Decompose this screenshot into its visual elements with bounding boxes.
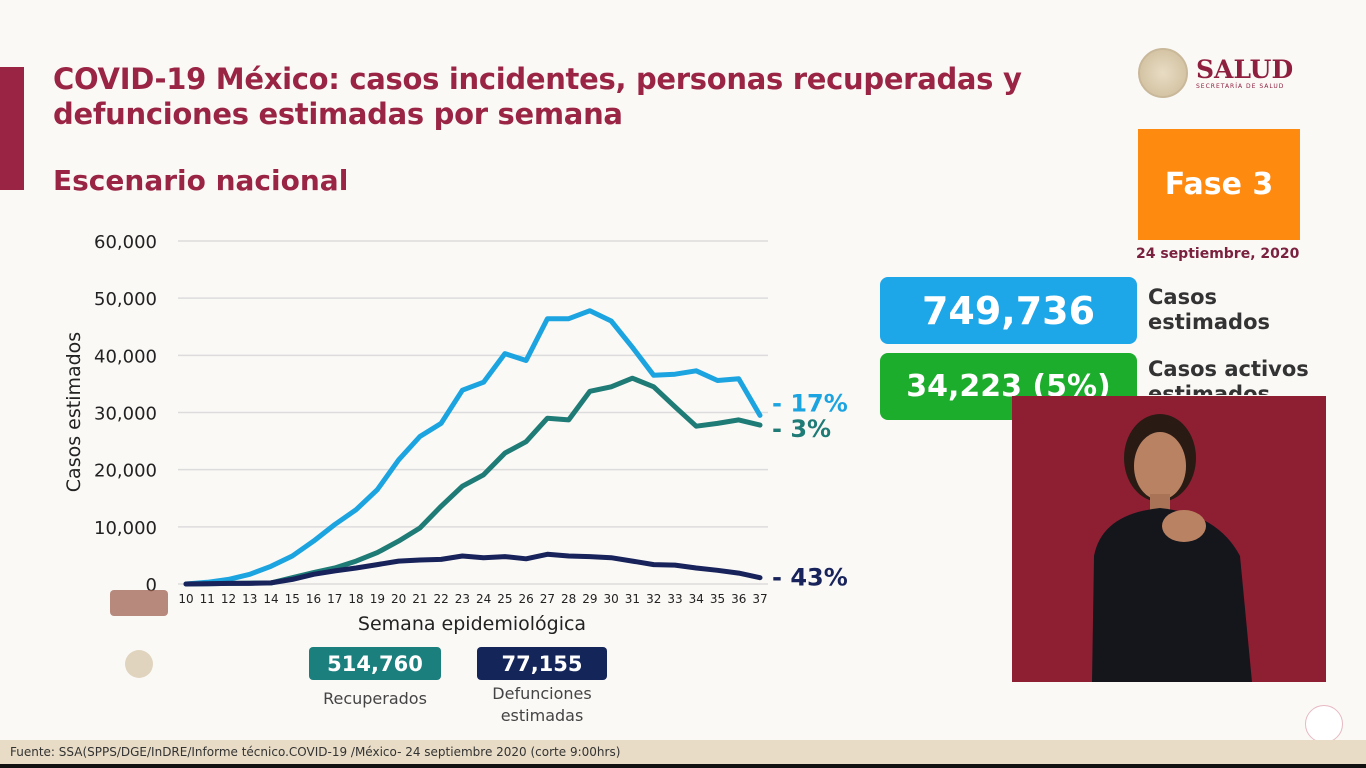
kpi-casos-activos: 34,223 (5%) xyxy=(880,353,1137,420)
interpreter-figure xyxy=(1092,414,1252,682)
x-tick-label: 12 xyxy=(221,592,236,606)
salud-logo: SALUD SECRETARÍA DE SALUD xyxy=(1138,48,1293,98)
x-axis-label: Semana epidemiológica xyxy=(358,613,586,635)
x-tick-label: 15 xyxy=(285,592,300,606)
kpi-defunciones-label-2: estimadas xyxy=(500,706,584,725)
x-tick-label: 18 xyxy=(348,592,363,606)
mexico-seal-icon xyxy=(1138,48,1188,98)
x-tick-label: 23 xyxy=(455,592,470,606)
x-tick-label: 33 xyxy=(667,592,682,606)
y-axis-label: Casos estimados xyxy=(63,332,85,492)
y-tick-label: 10,000 xyxy=(94,518,157,539)
x-tick-label: 24 xyxy=(476,592,491,606)
x-tick-label: 37 xyxy=(752,592,767,606)
logo-name: SALUD xyxy=(1196,54,1294,84)
series-line-2 xyxy=(183,551,763,587)
x-tick-label: 35 xyxy=(710,592,725,606)
logo-subtitle: SECRETARÍA DE SALUD xyxy=(1196,82,1285,90)
x-tick-label: 36 xyxy=(731,592,746,606)
x-tick-label: 21 xyxy=(412,592,427,606)
kpi-casos-label-2: estimados xyxy=(1148,310,1270,334)
title-line-2: defunciones estimadas por semana xyxy=(53,97,623,131)
x-tick-label: 19 xyxy=(370,592,385,606)
kpi-casos-estimados: 749,736 xyxy=(880,277,1137,344)
page-subtitle: Escenario nacional xyxy=(53,164,349,197)
series-end-label: - 17% xyxy=(772,389,848,417)
x-tick-label: 30 xyxy=(604,592,619,606)
x-tick-label: 10 xyxy=(178,592,193,606)
x-tick-label: 25 xyxy=(497,592,512,606)
sign-language-interpreter-video xyxy=(1012,396,1326,682)
kpi-activos-label: Casos activos estimados xyxy=(1148,357,1318,395)
source-footer: Fuente: SSA(SPPS/DGE/InDRE/Informe técni… xyxy=(0,740,1366,764)
x-tick-label: 29 xyxy=(582,592,597,606)
y-tick-label: 60,000 xyxy=(94,232,157,253)
kpi-defunciones: 77,155 xyxy=(477,647,607,680)
kpi-defunciones-label-1: Defunciones xyxy=(492,684,592,703)
series-line-0 xyxy=(183,308,763,587)
kpi-recuperados: 514,760 xyxy=(309,647,441,680)
kpi-recuperados-label: Recuperados xyxy=(323,689,427,708)
x-tick-label: 31 xyxy=(625,592,640,606)
footer-edge xyxy=(0,764,1366,768)
series-line-1 xyxy=(183,375,763,587)
y-tick-label: 30,000 xyxy=(94,404,157,425)
phase-date: 24 septiembre, 2020 xyxy=(1136,246,1300,262)
x-tick-label: 16 xyxy=(306,592,321,606)
kpi-casos-label-1: Casos xyxy=(1148,285,1218,309)
kpi-defunciones-label: Defunciones estimadas xyxy=(467,683,617,727)
phase-badge: Fase 3 xyxy=(1138,129,1300,240)
series-end-label: - 43% xyxy=(772,564,848,592)
x-tick-label: 28 xyxy=(561,592,576,606)
x-tick-label: 11 xyxy=(200,592,215,606)
kpi-activos-label-2: estimados xyxy=(1148,382,1270,395)
y-tick-label: 40,000 xyxy=(94,346,157,367)
kpi-activos-label-1: Casos activos xyxy=(1148,357,1309,381)
x-tick-label: 20 xyxy=(391,592,406,606)
gobierno-mexico-logo xyxy=(1305,705,1343,743)
y-tick-label: 20,000 xyxy=(94,461,157,482)
series-end-label: - 3% xyxy=(772,415,831,443)
x-tick-label: 17 xyxy=(327,592,342,606)
y-tick-label: 0 xyxy=(146,575,157,596)
x-tick-label: 22 xyxy=(433,592,448,606)
kpi-casos-label: Casos estimados xyxy=(1148,285,1270,335)
page-title: COVID-19 México: casos incidentes, perso… xyxy=(53,62,1022,132)
x-tick-label: 32 xyxy=(646,592,661,606)
x-tick-label: 27 xyxy=(540,592,555,606)
x-tick-label: 13 xyxy=(242,592,257,606)
y-tick-label: 50,000 xyxy=(94,289,157,310)
x-tick-label: 34 xyxy=(689,592,704,606)
line-chart: 0 10,000 20,000 30,000 40,000 50,000 60,000 10 1… xyxy=(63,232,848,635)
accent-bar xyxy=(0,67,24,190)
title-line-1: COVID-19 México: casos incidentes, perso… xyxy=(53,62,1022,96)
x-tick-label: 26 xyxy=(519,592,534,606)
x-tick-label: 14 xyxy=(263,592,278,606)
historical-figures-logo xyxy=(106,580,172,680)
